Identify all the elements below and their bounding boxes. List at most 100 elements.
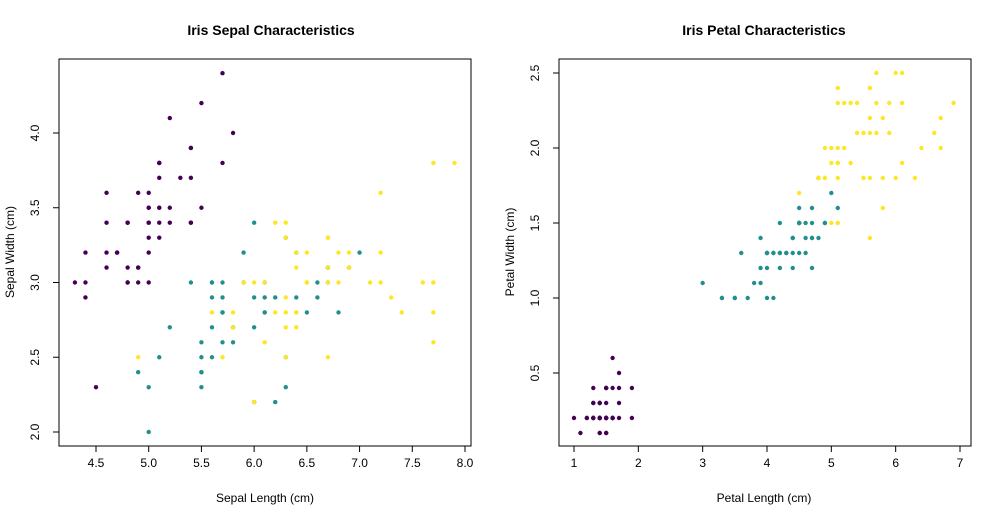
petal-data-point: [803, 235, 808, 241]
petal-data-point: [919, 145, 924, 151]
petal-data-point: [854, 130, 860, 136]
sepal-data-point: [220, 295, 225, 300]
sepal-y-tick-label: 4.0: [28, 124, 42, 141]
petal-data-point: [835, 145, 840, 151]
petal-data-point: [835, 205, 840, 211]
sepal-data-point: [325, 280, 331, 285]
sepal-data-point: [209, 295, 215, 300]
petal-data-point: [758, 235, 763, 241]
petal-data-point: [764, 250, 770, 256]
sepal-data-point: [146, 235, 151, 240]
sepal-data-point: [346, 265, 352, 270]
petal-data-point: [861, 175, 866, 181]
petal-y-axis: 0.5 1.0 1.5 2.0 2.5: [528, 64, 559, 381]
petal-chart-title: Iris Petal Characteristics: [682, 22, 846, 38]
petal-data-point: [597, 400, 602, 406]
petal-data-point: [603, 430, 609, 436]
sepal-data-point: [157, 355, 162, 360]
sepal-data-point: [72, 280, 78, 285]
petal-data-point: [874, 130, 879, 136]
sepal-data-point: [251, 295, 257, 300]
sepal-data-point: [241, 250, 246, 255]
sepal-data-point: [230, 325, 236, 330]
sepal-data-point: [325, 355, 331, 360]
sepal-data-point: [262, 280, 267, 285]
petal-data-point: [951, 100, 956, 106]
petal-data-point: [848, 100, 853, 106]
petal-data-point: [822, 145, 828, 151]
petal-data-point: [796, 250, 802, 256]
sepal-data-point: [83, 280, 88, 285]
sepal-y-tick-label: 3.5: [28, 199, 42, 216]
petal-data-point: [796, 190, 802, 196]
sepal-data-point: [452, 160, 457, 166]
sepal-data-point: [346, 250, 352, 255]
petal-x-tick-label: 6: [892, 456, 899, 470]
petal-data-point: [874, 100, 879, 106]
sepal-data-point: [283, 220, 288, 225]
petal-data-point: [764, 265, 770, 271]
sepal-data-point: [188, 175, 194, 181]
sepal-x-tick-label: 6.5: [299, 456, 316, 470]
sepal-data-point: [199, 384, 204, 390]
sepal-data-point: [294, 250, 299, 255]
petal-data-point: [835, 175, 840, 181]
petal-data-point: [867, 130, 873, 136]
petal-data-point: [719, 295, 725, 301]
petal-x-tick-label: 1: [571, 456, 578, 470]
sepal-data-point: [431, 310, 436, 315]
petal-data-point: [835, 160, 840, 166]
petal-panel: Iris Petal Characteristics 1 2 3 4 5 6 7 0.5 1.…: [503, 22, 972, 505]
sepal-data-point: [241, 280, 246, 285]
petal-data-point: [880, 205, 885, 211]
petal-y-tick-label: 1.5: [528, 214, 542, 231]
petal-data-point: [790, 250, 795, 256]
petal-data-point: [912, 175, 918, 181]
sepal-x-tick-label: 5.0: [140, 456, 157, 470]
petal-data-point: [578, 430, 583, 436]
petal-data-point: [597, 415, 602, 421]
petal-data-point: [603, 400, 609, 406]
sepal-x-tick-label: 5.5: [193, 456, 210, 470]
petal-data-point: [803, 250, 808, 256]
petal-data-point: [867, 85, 873, 91]
sepal-data-point: [251, 280, 257, 285]
sepal-y-axis-label: Sepal Width (cm): [3, 206, 17, 298]
sepal-data-point: [294, 310, 299, 315]
sepal-y-tick-label: 2.0: [28, 423, 42, 440]
sepal-data-point: [273, 220, 278, 225]
sepal-data-point: [83, 295, 88, 300]
petal-data-point: [777, 220, 783, 226]
petal-data-point: [829, 145, 834, 151]
sepal-data-point: [167, 205, 172, 210]
sepal-data-point: [431, 280, 436, 285]
sepal-data-point: [178, 175, 183, 181]
petal-data-point: [899, 70, 905, 76]
petal-data-point: [591, 385, 596, 391]
sepal-data-point: [304, 250, 310, 255]
sepal-data-point: [135, 190, 141, 195]
petal-points: [571, 70, 956, 436]
petal-data-point: [777, 265, 783, 271]
sepal-data-point: [125, 280, 130, 285]
petal-data-point: [616, 415, 622, 421]
petal-data-point: [809, 220, 815, 226]
petal-data-point: [700, 280, 705, 286]
petal-data-point: [610, 415, 615, 421]
sepal-data-point: [431, 160, 436, 166]
petal-data-point: [790, 265, 795, 271]
sepal-data-point: [378, 250, 383, 255]
petal-data-point: [758, 280, 763, 286]
sepal-points: [72, 71, 457, 435]
sepal-data-point: [167, 325, 172, 330]
petal-data-point: [842, 145, 847, 151]
petal-data-point: [822, 220, 828, 226]
petal-data-point: [809, 205, 815, 211]
sepal-data-point: [135, 265, 141, 270]
sepal-x-axis-label: Sepal Length (cm): [216, 491, 314, 505]
sepal-data-point: [199, 100, 204, 106]
sepal-y-tick-label: 2.5: [28, 349, 42, 366]
sepal-data-point: [199, 355, 204, 360]
sepal-data-point: [188, 145, 194, 151]
sepal-data-point: [146, 250, 151, 255]
